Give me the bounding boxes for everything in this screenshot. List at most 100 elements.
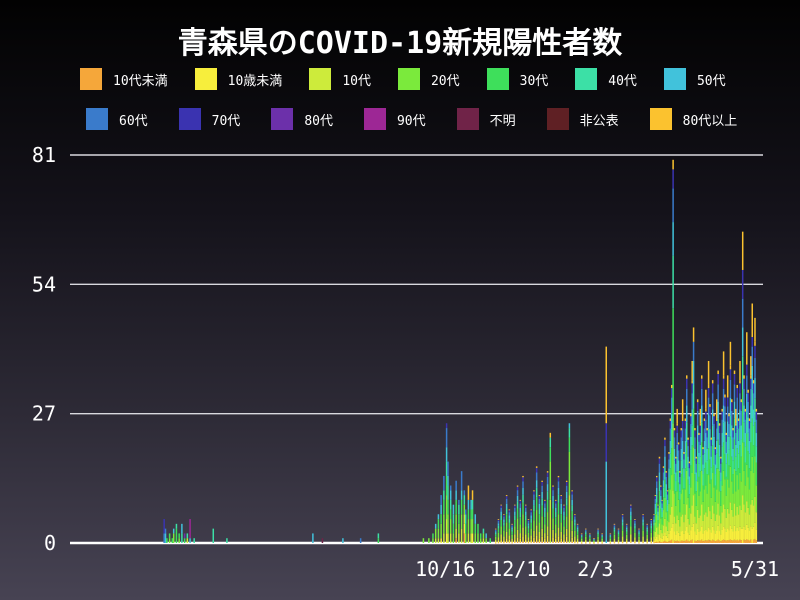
- bar-segment: [692, 341, 695, 361]
- bar-segment: [668, 477, 670, 489]
- bar-segment: [733, 539, 736, 543]
- bar-segment: [701, 470, 703, 505]
- bar-segment: [751, 303, 753, 338]
- bar-segment: [714, 533, 717, 542]
- bar-segment: [650, 532, 653, 538]
- bar-segment: [711, 445, 714, 473]
- bar-segment: [467, 519, 470, 534]
- bar-segment: [741, 389, 744, 443]
- bar-segment: [716, 399, 718, 419]
- legend-label: 不明: [489, 113, 516, 129]
- bar-segment: [650, 520, 653, 524]
- bar-segment: [692, 495, 695, 524]
- bar-segment: [654, 503, 657, 509]
- bar-segment: [703, 418, 706, 421]
- bar-segment: [494, 541, 497, 543]
- bar-segment: [665, 526, 668, 536]
- bar-segment: [661, 517, 663, 525]
- bar-segment: [688, 468, 691, 477]
- bar-segment: [660, 485, 662, 487]
- bar-segment: [698, 495, 700, 518]
- bar-segment: [735, 540, 737, 544]
- bar-segment: [754, 341, 756, 346]
- bar-segment: [522, 502, 524, 515]
- bar-segment: [709, 415, 711, 430]
- bar-segment: [463, 523, 466, 534]
- bar-segment: [684, 420, 687, 429]
- bar-segment: [687, 456, 689, 468]
- bar-segment: [751, 418, 753, 457]
- bar-segment: [755, 433, 758, 447]
- x-tick-label: 5/31: [731, 557, 779, 581]
- bar-segment: [546, 541, 549, 543]
- bar-segment: [541, 491, 543, 499]
- bar-segment: [655, 481, 658, 489]
- bar-segment: [725, 432, 728, 436]
- bar-segment: [527, 537, 530, 541]
- bar-segment: [755, 408, 758, 412]
- bar-segment: [718, 491, 721, 516]
- bar-segment: [549, 499, 552, 543]
- bar-segment: [731, 410, 733, 426]
- bar-segment: [549, 437, 552, 448]
- bar-segment: [580, 534, 583, 536]
- bar-segment: [677, 450, 680, 461]
- bar-segment: [666, 505, 669, 512]
- x-tick-label: 2/3: [577, 557, 613, 581]
- bar-segment: [701, 378, 703, 389]
- bar-segment: [642, 514, 644, 516]
- bar-segment: [684, 428, 687, 441]
- bar-segment: [696, 509, 699, 529]
- bar-segment: [535, 535, 538, 542]
- bar-segment: [661, 499, 663, 501]
- y-tick-label: 81: [32, 143, 56, 167]
- bar-segment: [589, 535, 591, 537]
- bar-segment: [447, 499, 449, 515]
- bar-segment: [746, 411, 748, 434]
- bar-segment: [646, 541, 648, 543]
- bar-segment: [511, 538, 513, 542]
- bar-segment: [722, 504, 725, 527]
- bar-segment: [726, 508, 729, 529]
- bar-segment: [728, 416, 730, 425]
- bar-segment: [726, 397, 729, 407]
- bar-segment: [714, 541, 717, 543]
- bar-segment: [718, 456, 721, 472]
- bar-segment: [593, 542, 595, 544]
- bar-segment: [713, 513, 715, 531]
- bar-segment: [519, 499, 522, 501]
- bar-segment: [733, 401, 736, 419]
- bar-segment: [755, 512, 758, 530]
- bar-segment: [530, 510, 532, 513]
- bar-segment: [621, 540, 624, 543]
- bar-segment: [696, 540, 699, 543]
- bar-segment: [653, 525, 655, 531]
- bar-segment: [729, 466, 732, 503]
- bar-segment: [474, 523, 477, 534]
- bar-segment: [743, 442, 745, 471]
- bar-segment: [686, 442, 688, 471]
- bar-segment: [527, 542, 530, 544]
- bar-segment: [696, 528, 699, 541]
- bar-segment: [736, 506, 738, 528]
- bar-segment: [193, 538, 195, 543]
- bar-segment: [617, 532, 620, 535]
- bar-segment: [735, 471, 737, 492]
- bar-segment: [686, 422, 688, 443]
- bar-segment: [658, 505, 661, 524]
- bar-segment: [460, 499, 463, 515]
- bar-segment: [657, 542, 659, 544]
- bar-segment: [688, 476, 691, 485]
- bar-segment: [701, 375, 703, 379]
- bar-segment: [522, 481, 524, 489]
- bar-segment: [726, 375, 729, 395]
- bar-segment: [585, 528, 587, 530]
- bar-segment: [737, 420, 740, 429]
- bar-segment: [675, 541, 677, 543]
- bar-segment: [653, 542, 655, 544]
- bar-segment: [744, 411, 747, 420]
- bar-segment: [613, 529, 616, 532]
- bar-segment: [680, 540, 683, 543]
- bar-segment: [655, 527, 658, 537]
- bar-segment: [650, 528, 653, 533]
